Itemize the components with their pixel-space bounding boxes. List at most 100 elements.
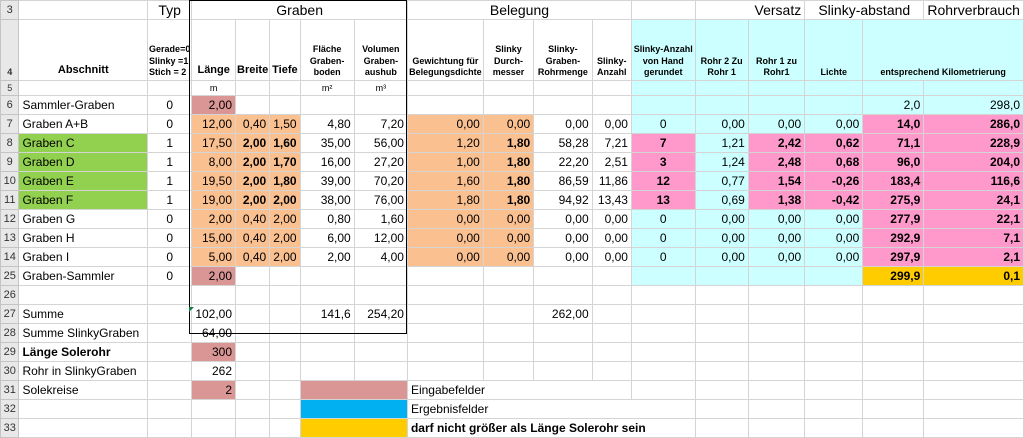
volumen-cell[interactable]	[353, 95, 408, 115]
kum-cell[interactable]: 292,9	[862, 228, 925, 248]
breite-cell[interactable]: 2,00	[235, 190, 271, 210]
gewichtung-cell[interactable]: 0,00	[406, 209, 484, 229]
cell[interactable]	[694, 361, 749, 381]
rohrmenge-cell[interactable]: 22,20	[533, 152, 593, 172]
gewichtung-cell[interactable]: 0,00	[406, 247, 484, 267]
cell[interactable]	[747, 342, 806, 362]
row-header[interactable]: 12	[0, 209, 20, 229]
km-cell[interactable]: 286,0	[923, 114, 1024, 134]
cell[interactable]	[235, 342, 271, 362]
typ-cell[interactable]: 1	[147, 190, 193, 210]
cell[interactable]	[630, 323, 696, 343]
cell[interactable]	[747, 304, 806, 324]
gewichtung-cell[interactable]: 0,00	[406, 114, 484, 134]
lichte-cell[interactable]: 0,00	[804, 209, 864, 229]
tiefe-cell[interactable]: 1,70	[269, 152, 301, 172]
cell[interactable]	[147, 361, 193, 381]
cell[interactable]	[406, 304, 484, 324]
summary-value[interactable]: 300	[191, 342, 237, 362]
flaeche-cell[interactable]: 6,00	[299, 228, 355, 248]
abschnitt-cell[interactable]: Graben C	[18, 133, 149, 153]
anzahl-cell[interactable]: 0,00	[591, 114, 632, 134]
rohr1-cell[interactable]: 0,00	[747, 228, 806, 248]
cell[interactable]	[630, 304, 696, 324]
durchmesser-cell[interactable]: 1,80	[482, 190, 535, 210]
cell[interactable]	[482, 285, 535, 305]
cell[interactable]	[147, 418, 193, 438]
breite-cell[interactable]: 2,00	[235, 152, 271, 172]
rohr1-cell[interactable]: 2,42	[747, 133, 806, 153]
rohr1-cell[interactable]: 1,38	[747, 190, 806, 210]
rohrmenge-cell[interactable]: 0,00	[533, 114, 593, 134]
rohr1-cell[interactable]	[747, 95, 806, 115]
cell[interactable]	[862, 380, 925, 400]
summe-rohrmenge[interactable]: 262,00	[533, 304, 593, 324]
cell[interactable]	[269, 342, 301, 362]
anzahl-cell[interactable]: 7,21	[591, 133, 632, 153]
cell[interactable]	[923, 285, 1024, 305]
cell[interactable]	[923, 323, 1024, 343]
volumen-cell[interactable]: 56,00	[353, 133, 408, 153]
volumen-cell[interactable]	[353, 266, 408, 286]
row-header[interactable]: 33	[0, 418, 20, 438]
cell[interactable]	[694, 380, 749, 400]
cell[interactable]	[482, 323, 535, 343]
kum-cell[interactable]: 71,1	[862, 133, 925, 153]
row-header[interactable]: 10	[0, 171, 20, 191]
laenge-cell[interactable]: 19,00	[191, 190, 237, 210]
cell[interactable]	[747, 418, 806, 438]
rohr2-cell[interactable]: 0,00	[694, 209, 749, 229]
lichte-cell[interactable]: 0,00	[804, 228, 864, 248]
tiefe-cell[interactable]: 1,60	[269, 133, 301, 153]
anzahl-cell[interactable]	[591, 95, 632, 115]
summe-volumen[interactable]: 254,20	[353, 304, 408, 324]
flaeche-cell[interactable]: 2,00	[299, 247, 355, 267]
cell[interactable]	[353, 342, 408, 362]
cell[interactable]	[804, 323, 864, 343]
summary-value[interactable]: 2	[191, 380, 237, 400]
tiefe-cell[interactable]	[269, 95, 301, 115]
cell[interactable]	[269, 399, 301, 419]
gewichtung-cell[interactable]: 1,00	[406, 152, 484, 172]
laenge-cell[interactable]: 17,50	[191, 133, 237, 153]
kum-cell[interactable]: 277,9	[862, 209, 925, 229]
row-header[interactable]: 3	[0, 0, 20, 20]
cell[interactable]	[804, 361, 864, 381]
abschnitt-cell[interactable]: Graben I	[18, 247, 149, 267]
anzahl-hand-cell[interactable]: 0	[630, 247, 696, 267]
km-cell[interactable]: 7,1	[923, 228, 1024, 248]
cell[interactable]	[804, 399, 864, 419]
cell[interactable]	[862, 323, 925, 343]
cell[interactable]	[269, 361, 301, 381]
cell[interactable]	[482, 342, 535, 362]
cell[interactable]	[694, 304, 749, 324]
typ-cell[interactable]: 0	[147, 266, 193, 286]
typ-cell[interactable]: 0	[147, 209, 193, 229]
row-header[interactable]: 26	[0, 285, 20, 305]
cell[interactable]	[591, 342, 632, 362]
cell[interactable]	[923, 380, 1024, 400]
rohr1-cell[interactable]: 0,00	[747, 114, 806, 134]
breite-cell[interactable]: 0,40	[235, 247, 271, 267]
typ-cell[interactable]: 0	[147, 114, 193, 134]
durchmesser-cell[interactable]: 0,00	[482, 209, 535, 229]
kum-cell[interactable]: 299,9	[862, 266, 925, 286]
durchmesser-cell[interactable]: 1,80	[482, 171, 535, 191]
cell[interactable]	[18, 285, 149, 305]
cell[interactable]	[804, 342, 864, 362]
volumen-cell[interactable]: 4,00	[353, 247, 408, 267]
abschnitt-cell[interactable]: Sammler-Graben	[18, 95, 149, 115]
row-header[interactable]: 13	[0, 228, 20, 248]
cell[interactable]	[533, 342, 593, 362]
volumen-cell[interactable]: 12,00	[353, 228, 408, 248]
laenge-cell[interactable]: 12,00	[191, 114, 237, 134]
cell[interactable]	[591, 323, 632, 343]
cell[interactable]	[406, 285, 484, 305]
lichte-cell[interactable]	[804, 95, 864, 115]
typ-cell[interactable]: 0	[147, 228, 193, 248]
kum-cell[interactable]: 275,9	[862, 190, 925, 210]
durchmesser-cell[interactable]: 0,00	[482, 228, 535, 248]
kum-cell[interactable]: 183,4	[862, 171, 925, 191]
summe-flaeche[interactable]: 141,6	[299, 304, 355, 324]
rohr1-cell[interactable]: 0,00	[747, 247, 806, 267]
